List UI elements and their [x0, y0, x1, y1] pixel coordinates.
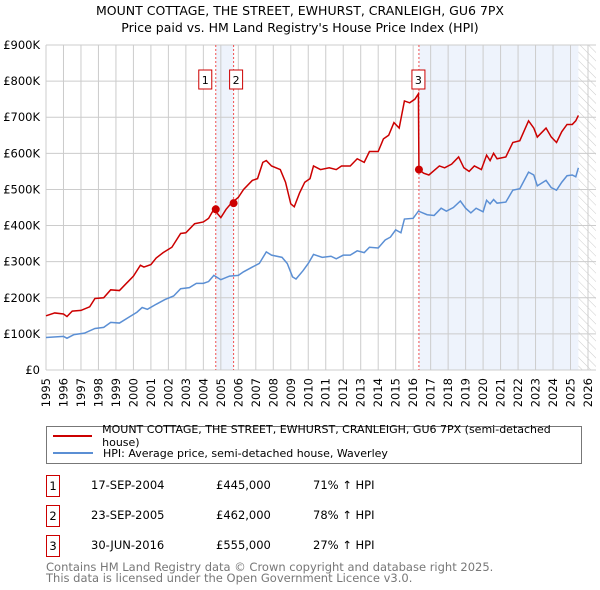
x-tick-label: 2025 [564, 378, 578, 407]
x-tick-label: 2019 [459, 378, 473, 407]
y-tick-label: £800K [3, 74, 40, 88]
price-chart: 1995 1996 1997 1998 1999 2000 2001 2002 2003 2004… [3, 38, 596, 407]
transaction-hpi: 71% ↑ HPI [313, 478, 375, 492]
x-tick-label: 2013 [354, 378, 368, 407]
x-tick-label: 1997 [74, 378, 88, 407]
y-tick-label: £200K [3, 291, 40, 305]
x-tick-label: 2026 [581, 378, 595, 407]
legend-red-line [53, 435, 93, 437]
x-tick-label: 2011 [319, 378, 333, 407]
legend-hpi: HPI: Average price, semi-detached house,… [103, 446, 388, 460]
x-tick-label: 2003 [179, 378, 193, 407]
transaction-badge: 3 [46, 535, 60, 557]
x-tick-label: 2002 [161, 378, 175, 407]
x-tick-label: 2000 [126, 378, 140, 407]
sale-point [229, 199, 238, 208]
x-tick-label: 1995 [39, 378, 53, 407]
sale-label: 3 [415, 74, 422, 87]
transaction-hpi: 27% ↑ HPI [313, 538, 375, 552]
shaded-region [418, 45, 579, 370]
x-tick-label: 2023 [529, 378, 543, 407]
legend-property: MOUNT COTTAGE, THE STREET, EWHURST, CRAN… [102, 423, 551, 449]
x-tick-label: 2021 [494, 378, 508, 407]
legend: MOUNT COTTAGE, THE STREET, EWHURST, CRAN… [46, 423, 582, 464]
price-paid-line [45, 91, 580, 318]
y-tick-label: £500K [3, 182, 40, 196]
y-tick-label: £300K [3, 255, 40, 269]
transaction-price: £445,000 [216, 478, 271, 492]
x-tick-label: 2001 [144, 378, 158, 407]
footer-copyright: Contains HM Land Registry data © Crown c… [46, 560, 494, 574]
x-tick-label: 2010 [301, 378, 315, 407]
transaction-price: £462,000 [216, 508, 271, 522]
sale-label-box [411, 69, 426, 90]
sale-label: 1 [202, 74, 209, 87]
y-tick-label: £100K [3, 327, 40, 341]
x-tick-label: 2024 [546, 378, 560, 407]
x-tick-label: 2020 [476, 378, 490, 407]
sale-label-box [198, 69, 213, 90]
shaded-region [215, 45, 234, 370]
transaction-hpi: 78% ↑ HPI [313, 508, 375, 522]
x-tick-label: 2022 [511, 378, 525, 407]
transaction-price: £555,000 [216, 538, 271, 552]
x-tick-label: 1998 [91, 378, 105, 407]
x-tick-label: 2005 [214, 378, 228, 407]
x-tick-label: 1999 [109, 378, 123, 407]
x-tick-label: 2008 [266, 378, 280, 407]
footer-licence: This data is licensed under the Open Gov… [46, 571, 413, 585]
sale-point [211, 205, 220, 214]
x-tick-label: 1996 [56, 378, 70, 407]
x-tick-label: 2007 [249, 378, 263, 407]
transaction-date: 23-SEP-2005 [91, 508, 165, 522]
x-tick-label: 2006 [231, 378, 245, 407]
forecast-hatch [578, 45, 596, 370]
y-tick-label: £600K [3, 146, 40, 160]
x-tick-label: 2012 [336, 378, 350, 407]
y-tick-label: £700K [3, 110, 40, 124]
legend-blue-line [53, 452, 93, 454]
x-tick-label: 2014 [371, 378, 385, 407]
y-tick-label: £0 [25, 363, 40, 377]
x-tick-label: 2018 [441, 378, 455, 407]
y-tick-label: £900K [3, 38, 40, 52]
x-tick-label: 2017 [424, 378, 438, 407]
x-tick-label: 2016 [406, 378, 420, 407]
transaction-row: 3 30-JUN-2016 £555,000 27% ↑ HPI [46, 535, 546, 557]
hpi-line [45, 167, 580, 340]
transaction-badge: 2 [46, 505, 60, 527]
x-tick-label: 2004 [196, 378, 210, 407]
transaction-date: 30-JUN-2016 [91, 538, 165, 552]
sale-label-box [229, 69, 244, 90]
sale-point [414, 165, 423, 174]
sale-label: 2 [233, 74, 240, 87]
x-tick-label: 2015 [389, 378, 403, 407]
chart-title: MOUNT COTTAGE, THE STREET, EWHURST, CRAN… [96, 3, 504, 18]
chart-subtitle: Price paid vs. HM Land Registry's House … [121, 20, 479, 35]
transaction-row: 2 23-SEP-2005 £462,000 78% ↑ HPI [46, 505, 546, 527]
x-tick-label: 2009 [284, 378, 298, 407]
transaction-badge: 1 [46, 475, 60, 497]
transaction-date: 17-SEP-2004 [91, 478, 165, 492]
y-tick-label: £400K [3, 219, 40, 233]
transaction-row: 1 17-SEP-2004 £445,000 71% ↑ HPI [46, 475, 546, 497]
